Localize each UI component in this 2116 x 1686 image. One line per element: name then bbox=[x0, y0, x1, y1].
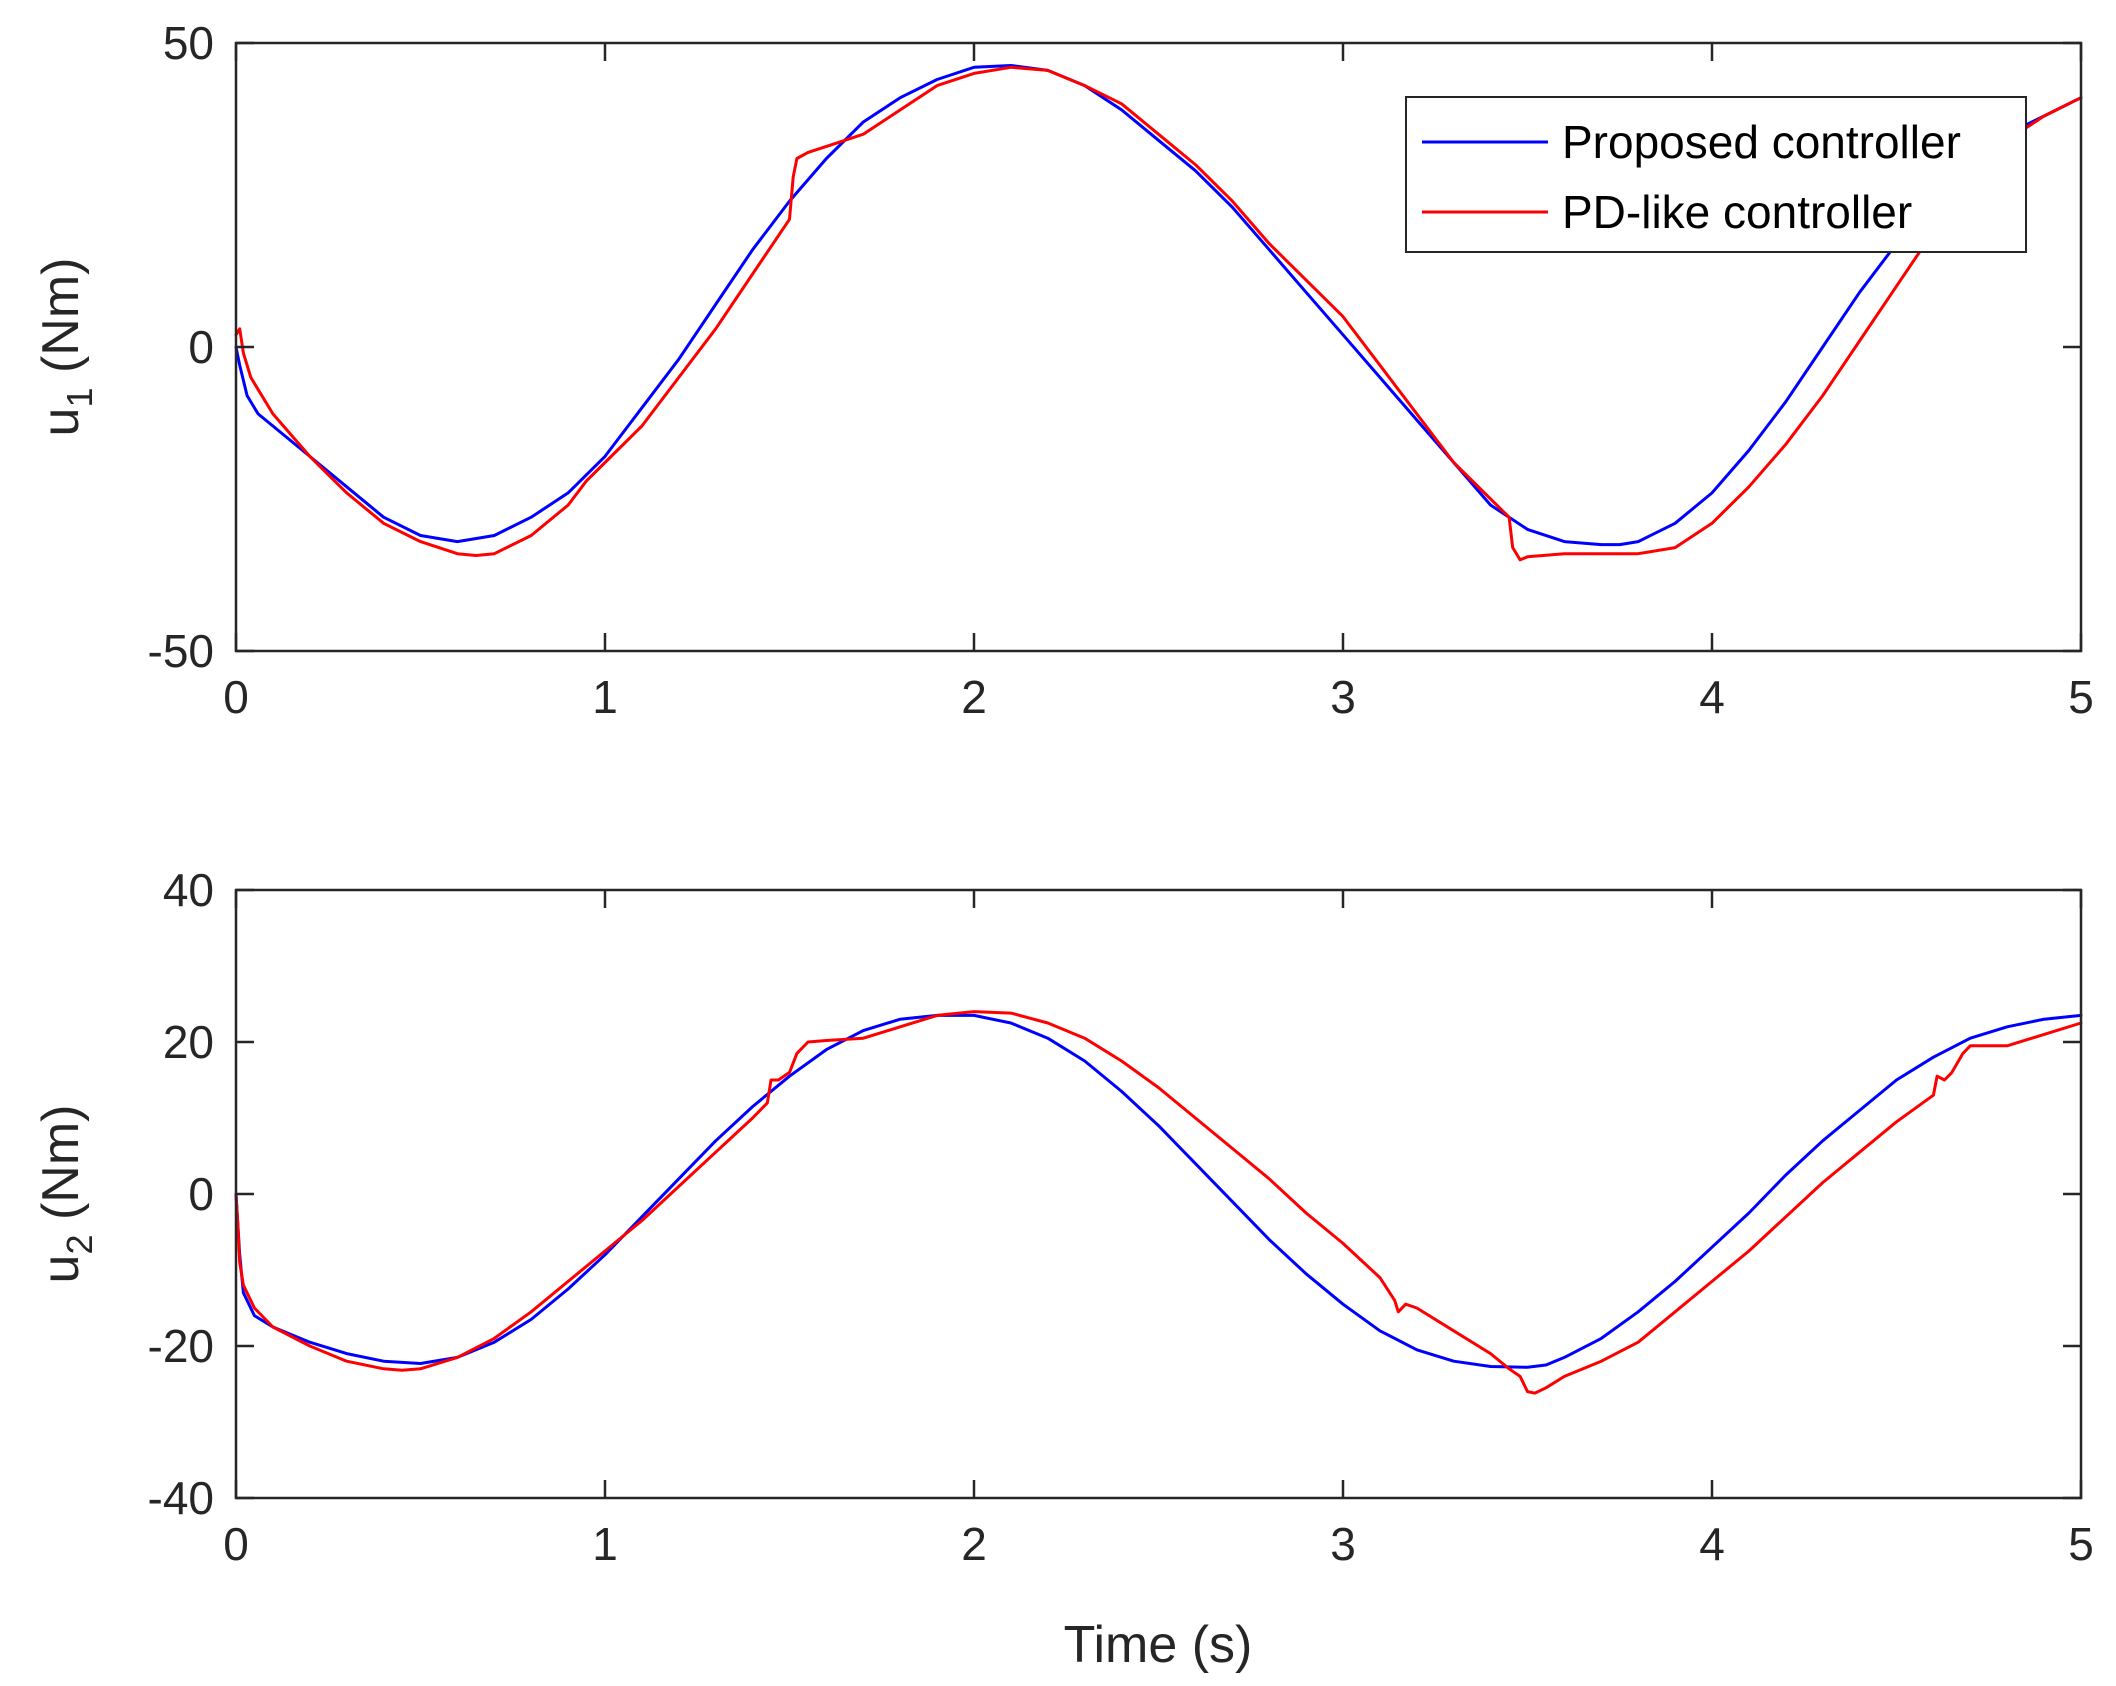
bottom-y-tick-label: 40 bbox=[163, 864, 214, 916]
bottom-ticks-layer: 0 1 2 3 4 5 -40 -20 0 20 40 bbox=[148, 864, 2094, 1570]
top-x-tick-label: 1 bbox=[592, 671, 618, 723]
top-x-tick-label: 3 bbox=[1330, 671, 1356, 723]
bottom-x-tick-label: 4 bbox=[1699, 1518, 1725, 1570]
legend: Proposed controller PD-like controller bbox=[1405, 96, 2027, 253]
top-x-tick-label: 5 bbox=[2068, 671, 2094, 723]
bottom-series-pd-like-controller bbox=[234, 1010, 2083, 1395]
top-x-tick-label: 4 bbox=[1699, 671, 1725, 723]
legend-label-pd-like: PD-like controller bbox=[1562, 186, 1912, 238]
bottom-x-tick-label: 3 bbox=[1330, 1518, 1356, 1570]
top-y-tick-label: 0 bbox=[188, 321, 214, 373]
bottom-series-layer bbox=[234, 1010, 2083, 1395]
legend-box bbox=[1405, 96, 2027, 253]
bottom-x-tick-label: 1 bbox=[592, 1518, 618, 1570]
top-y-tick-label: -50 bbox=[148, 625, 214, 677]
top-x-tick-label: 2 bbox=[961, 671, 987, 723]
bottom-y-tick-label: -20 bbox=[148, 1320, 214, 1372]
top-y-axis-label: u1 (Nm) bbox=[32, 258, 100, 437]
top-series-proposed-controller bbox=[234, 64, 2083, 547]
top-y-tick-label: 50 bbox=[163, 17, 214, 69]
top-series-layer bbox=[234, 64, 2083, 562]
x-axis-label: Time (s) bbox=[1064, 1616, 1253, 1674]
bottom-y-tick-label: -40 bbox=[148, 1472, 214, 1524]
bottom-y-tick-label: 20 bbox=[163, 1016, 214, 1068]
bottom-y-tick-label: 0 bbox=[188, 1168, 214, 1220]
bottom-subplot: 0 1 2 3 4 5 -40 -20 0 20 40 u2 (Nm) Time (s) bbox=[32, 864, 2094, 1674]
legend-label-proposed: Proposed controller bbox=[1562, 116, 1961, 168]
bottom-x-tick-label: 5 bbox=[2068, 1518, 2094, 1570]
bottom-y-axis-label: u2 (Nm) bbox=[32, 1105, 100, 1284]
top-series-pd-like-controller bbox=[234, 65, 2083, 562]
top-x-tick-label: 0 bbox=[223, 671, 249, 723]
bottom-x-tick-label: 0 bbox=[223, 1518, 249, 1570]
bottom-x-tick-label: 2 bbox=[961, 1518, 987, 1570]
